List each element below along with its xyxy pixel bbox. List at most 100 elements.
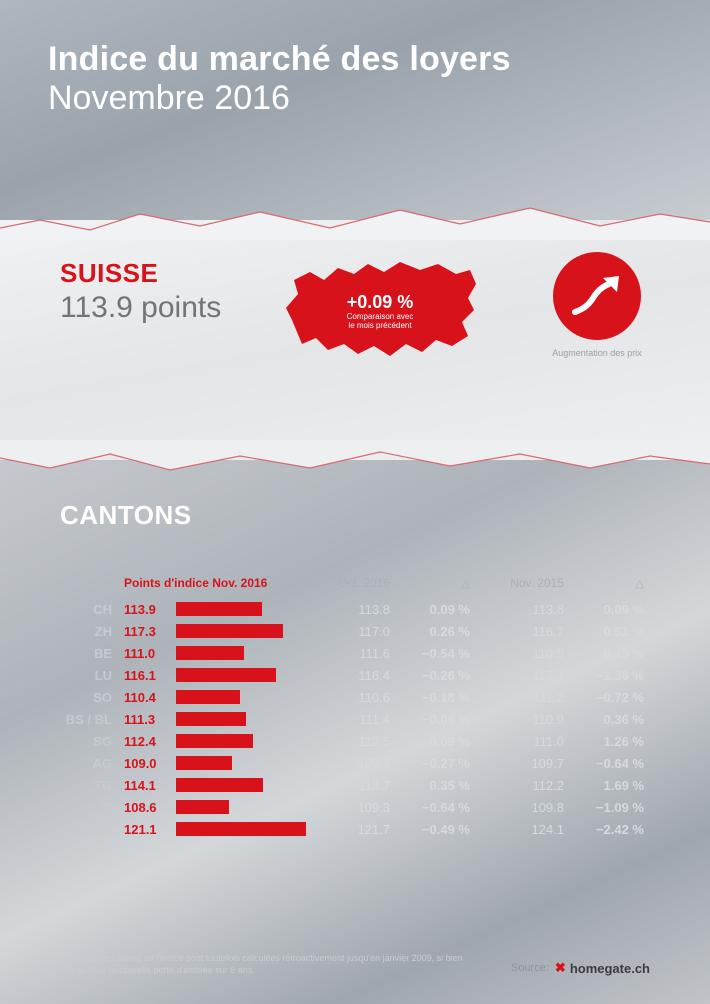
oct-value: 111.6 [320, 646, 390, 661]
col-header-index: Points d'indice Nov. 2016 [124, 576, 320, 590]
table-row: BE111.0111.6−0.54 %110.50.45 % [60, 642, 650, 664]
index-bar [176, 668, 276, 682]
index-value: 108.6 [124, 800, 176, 815]
oct-value: 113.7 [320, 778, 390, 793]
index-bar [176, 646, 244, 660]
index-value: 111.3 [124, 712, 176, 727]
oct-value: 111.4 [320, 712, 390, 727]
delta-month: −0.09 % [390, 712, 470, 727]
country-label: SUISSE [60, 258, 221, 289]
delta-month: 0.26 % [390, 624, 470, 639]
table-row: TG114.1 113.70.35 % 112.21.69 % [60, 774, 650, 796]
delta-year: 1.69 % [564, 778, 644, 793]
col-header-delta2: △ [564, 576, 644, 590]
bar-cell [176, 602, 320, 616]
delta-year: −1.09 % [564, 800, 644, 815]
delta-year: −0.64 % [564, 756, 644, 771]
trend-indicator-block: Augmentation des prix [542, 252, 652, 358]
index-value: 111.0 [124, 646, 176, 661]
table-row: LU116.1 116.4−0.26 % 117.7−1.36 % [60, 664, 650, 686]
bar-cell [176, 734, 320, 748]
delta-month: −0.09 % [390, 734, 470, 749]
index-bar [176, 800, 229, 814]
pct-caption-line2: le mois précédent [270, 322, 490, 331]
canton-code: BE [60, 646, 124, 661]
delta-month: 0.09 % [390, 602, 470, 617]
index-value: 121.1 [124, 822, 176, 837]
nov-value: 111.2 [494, 690, 564, 705]
pct-change-value: +0.09 % [270, 292, 490, 313]
col-header-nov: Nov. 2015 [494, 576, 564, 590]
oct-value: 121.7 [320, 822, 390, 837]
canton-code: SO [60, 690, 124, 705]
delta-year: 0.36 % [564, 712, 644, 727]
table-row: SO110.4 110.6−0.18 % 111.2−0.72 % [60, 686, 650, 708]
footer-source: Source: ✖ homegate.ch [511, 960, 650, 976]
delta-year: −2.42 % [564, 822, 644, 837]
oct-value: 110.6 [320, 690, 390, 705]
canton-code: LU [60, 668, 124, 683]
delta-year: 1.26 % [564, 734, 644, 749]
index-bar [176, 712, 246, 726]
delta-year: 0.09 % [564, 602, 644, 617]
index-bar [176, 690, 240, 704]
canton-code: SG [60, 734, 124, 749]
delta-year: 0.51 % [564, 624, 644, 639]
index-bar [176, 734, 253, 748]
index-value: 117.3 [124, 624, 176, 639]
bar-cell [176, 822, 320, 836]
index-value: 112.4 [124, 734, 176, 749]
footer-note: Les nouvelles séries de l'indice sont to… [60, 952, 480, 976]
delta-month: −0.49 % [390, 822, 470, 837]
brand-x-icon: ✖ [555, 960, 566, 976]
table-row: GE / VD121.1121.7−0.49 %124.1−2.42 % [60, 818, 650, 840]
nov-value: 110.9 [494, 712, 564, 727]
table-row: AG109.0109.3−0.27 %109.7−0.64 % [60, 752, 650, 774]
brand-logo: ✖ homegate.ch [555, 960, 650, 976]
bar-cell [176, 756, 320, 770]
brand-name: homegate.ch [570, 961, 650, 976]
delta-month: 0.35 % [390, 778, 470, 793]
bar-cell [176, 646, 320, 660]
source-label: Source: [511, 962, 549, 974]
nov-value: 113.8 [494, 602, 564, 617]
delta-year: −0.72 % [564, 690, 644, 705]
canton-code: ZH [60, 624, 124, 639]
delta-month: −0.18 % [390, 690, 470, 705]
nov-value: 116.7 [494, 624, 564, 639]
col-header-oct: Oct. 2016 [320, 576, 390, 590]
delta-month: −0.64 % [390, 800, 470, 815]
bar-cell [176, 690, 320, 704]
canton-code: TG [60, 778, 124, 793]
delta-month: −0.26 % [390, 668, 470, 683]
table-row: SG112.4112.5−0.09 %111.01.26 % [60, 730, 650, 752]
table-header-row: Points d'indice Nov. 2016 Oct. 2016 △ No… [60, 576, 650, 590]
index-value: 114.1 [124, 778, 176, 793]
delta-year: −1.36 % [564, 668, 644, 683]
oct-value: 117.0 [320, 624, 390, 639]
index-bar [176, 778, 263, 792]
table-row: ZH117.3 117.00.26 % 116.70.51 % [60, 620, 650, 642]
delta-month: −0.27 % [390, 756, 470, 771]
oct-value: 109.3 [320, 800, 390, 815]
nov-value: 117.7 [494, 668, 564, 683]
nov-value: 112.2 [494, 778, 564, 793]
index-value: 110.4 [124, 690, 176, 705]
index-value: 109.0 [124, 756, 176, 771]
nov-value: 124.1 [494, 822, 564, 837]
nov-value: 109.8 [494, 800, 564, 815]
nov-value: 111.0 [494, 734, 564, 749]
index-value: 116.1 [124, 668, 176, 683]
oct-value: 116.4 [320, 668, 390, 683]
bar-cell [176, 668, 320, 682]
table-row: BS / BL111.3111.4−0.09 %110.90.36 % [60, 708, 650, 730]
oct-value: 109.3 [320, 756, 390, 771]
table-row: CH113.9113.80.09 %113.80.09 % [60, 598, 650, 620]
header-block: Indice du marché des loyers Novembre 201… [48, 40, 662, 118]
col-header-delta1: △ [390, 576, 470, 590]
oct-value: 113.8 [320, 602, 390, 617]
switzerland-map-block: +0.09 % Comparaison avec le mois précéde… [270, 250, 490, 373]
infographic-page: Indice du marché des loyers Novembre 201… [0, 0, 710, 1004]
page-subtitle: Novembre 2016 [48, 79, 662, 118]
bar-cell [176, 624, 320, 638]
